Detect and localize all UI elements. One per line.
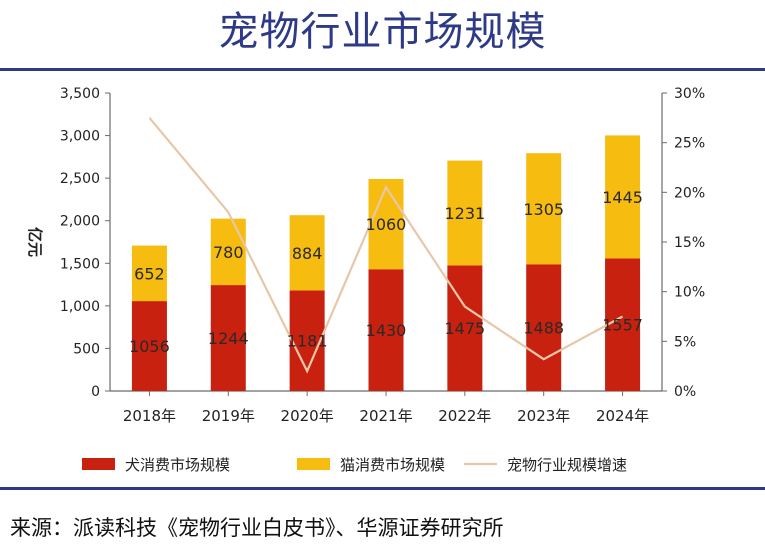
y-tick-label: 3,000 bbox=[60, 129, 100, 145]
bar-dog bbox=[526, 264, 562, 391]
y-tick-label: 2,000 bbox=[60, 214, 100, 230]
y2-tick-label: 0% bbox=[674, 384, 696, 400]
y-tick-label: 2,500 bbox=[60, 171, 100, 187]
y2-tick-label: 10% bbox=[674, 285, 705, 301]
bar-dog-value-label: 1244 bbox=[208, 329, 249, 348]
page-title: 宠物行业市场规模 bbox=[218, 9, 547, 55]
y2-tick-label: 5% bbox=[674, 334, 696, 350]
legend-label-growth: 宠物行业规模增速 bbox=[507, 456, 627, 474]
y-tick-label: 0 bbox=[91, 384, 100, 400]
bar-dog bbox=[447, 265, 483, 391]
legend-swatch-cat bbox=[297, 458, 330, 470]
bar-dog-value-label: 1056 bbox=[129, 337, 170, 356]
bar-dog-value-label: 1557 bbox=[602, 316, 643, 335]
bar-dog bbox=[368, 269, 404, 391]
y-tick-label: 1,000 bbox=[60, 299, 100, 315]
y2-tick-label: 30% bbox=[674, 86, 705, 102]
x-tick-label: 2021年 bbox=[359, 407, 412, 425]
bar-cat-value-label: 780 bbox=[213, 243, 244, 262]
y2-tick-label: 20% bbox=[674, 185, 705, 201]
bar-dog bbox=[131, 301, 167, 391]
growth-rate-line bbox=[148, 117, 624, 374]
bar-dog bbox=[289, 290, 325, 391]
x-tick-label: 2020年 bbox=[281, 407, 334, 425]
bar-dog-value-label: 1488 bbox=[523, 319, 564, 338]
y-tick-label: 3,500 bbox=[60, 86, 100, 102]
bar-dog bbox=[210, 285, 246, 391]
bar-cat-value-label: 884 bbox=[292, 244, 323, 263]
x-tick-label: 2018年 bbox=[123, 407, 176, 425]
y-tick-label: 500 bbox=[73, 341, 100, 357]
x-tick-label: 2023年 bbox=[517, 407, 570, 425]
bar-cat bbox=[289, 215, 325, 291]
bar-cat bbox=[368, 178, 404, 270]
bar-cat-value-label: 652 bbox=[134, 264, 165, 283]
legend-label-dog: 犬消费市场规模 bbox=[125, 456, 230, 474]
y2-tick-label: 15% bbox=[674, 235, 705, 251]
bar-dog-value-label: 1430 bbox=[366, 321, 407, 340]
source-divider bbox=[0, 487, 765, 490]
y-tick-label: 1,500 bbox=[60, 256, 100, 272]
bar-cat bbox=[447, 160, 483, 266]
bar-dog-value-label: 1181 bbox=[287, 332, 328, 351]
bar-cat bbox=[605, 135, 641, 259]
y-axis-title: 亿元 bbox=[26, 227, 44, 257]
y2-tick-label: 25% bbox=[674, 136, 705, 152]
bar-dog-value-label: 1475 bbox=[444, 319, 485, 338]
source-note: 来源：派读科技《宠物行业白皮书》、华源证券研究所 bbox=[10, 516, 504, 540]
title-divider bbox=[0, 68, 765, 71]
legend-label-cat: 猫消费市场规模 bbox=[340, 456, 445, 474]
bar-cat-value-label: 1445 bbox=[602, 188, 643, 207]
bar-dog bbox=[605, 258, 641, 391]
bar-cat bbox=[131, 245, 167, 302]
x-tick-label: 2024年 bbox=[596, 407, 649, 425]
bar-cat-value-label: 1231 bbox=[444, 204, 485, 223]
x-tick-label: 2019年 bbox=[202, 407, 255, 425]
bar-cat bbox=[526, 153, 562, 265]
bar-cat bbox=[210, 218, 246, 286]
bar-cat-value-label: 1305 bbox=[523, 200, 564, 219]
x-tick-label: 2022年 bbox=[438, 407, 491, 425]
legend-swatch-dog bbox=[82, 458, 115, 470]
market-size-chart: 0 500 1,000 1,500 2,000 2,500 3,000 3,500 0% 5% 10… bbox=[26, 86, 705, 474]
bar-cat-value-label: 1060 bbox=[366, 215, 407, 234]
